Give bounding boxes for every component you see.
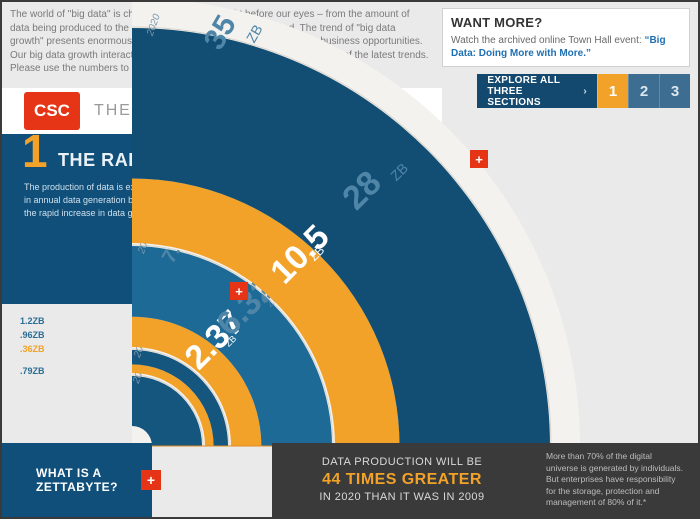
hero-body: The production of data is expanding at a… — [24, 181, 426, 220]
legend-swatch-consumer — [302, 267, 320, 275]
want-more-title: WANT MORE? — [451, 15, 681, 30]
legend-swatch-enterprise — [302, 278, 320, 286]
hero-panel: 1 THE RAPID GROWTH OF GLOBAL DATA The pr… — [2, 134, 442, 304]
explore-label-text: EXPLORE ALL THREE SECTIONS — [487, 75, 577, 108]
svg-text:ZB: ZB — [223, 333, 238, 348]
callout-big: 44 TIMES GREATER — [322, 470, 482, 491]
legend-item-consumer: Consumer Created Data — [302, 266, 412, 275]
footnote: More than 70% of the digital universe is… — [532, 443, 698, 517]
plus-icon[interactable]: + — [230, 282, 248, 300]
svg-text:.36ZB: .36ZB — [20, 344, 45, 354]
svg-text:1.2ZB: 1.2ZB — [20, 316, 45, 326]
section-tab-1[interactable]: 1 — [597, 74, 628, 108]
explore-sections-nav: EXPLORE ALL THREE SECTIONS › 1 2 3 — [477, 74, 690, 108]
plus-icon[interactable]: + — [141, 470, 161, 490]
explore-label: EXPLORE ALL THREE SECTIONS › — [477, 74, 597, 108]
story-title: THE STORY OF BIG DATA — [94, 102, 328, 120]
legend-item-enterprise: Enterprise Created Data — [302, 277, 412, 286]
intro-paragraph: The world of "big data" is changing dram… — [10, 8, 430, 76]
callout-line1: DATA PRODUCTION WILL BE — [322, 455, 482, 469]
chapter-number: 1 — [22, 128, 48, 174]
footnote-text: More than 70% of the digital universe is… — [546, 451, 684, 508]
legend-label-enterprise: Enterprise Created Data — [325, 277, 411, 286]
svg-text:.79ZB: .79ZB — [20, 366, 45, 376]
callout-line2: IN 2020 THAN IT WAS IN 2009 — [319, 490, 484, 504]
want-more-box: WANT MORE? Watch the archived online Tow… — [442, 8, 690, 67]
callout-box: DATA PRODUCTION WILL BE 44 TIMES GREATER… — [272, 443, 532, 517]
svg-text:2.37: 2.37 — [178, 303, 252, 377]
bottom-strip: WHAT IS A ZETTABYTE? + DATA PRODUCTION W… — [2, 443, 698, 517]
zettabyte-box[interactable]: WHAT IS A ZETTABYTE? + — [2, 443, 152, 517]
svg-text:.96ZB: .96ZB — [20, 330, 45, 340]
svg-text:2010: 2010 — [132, 334, 150, 360]
hero-headline: THE RAPID GROWTH OF GLOBAL DATA — [58, 144, 426, 171]
section-tab-3[interactable]: 3 — [659, 74, 690, 108]
want-more-lead: Watch the archived online Town Hall even… — [451, 35, 642, 46]
legend: Consumer Created Data Enterprise Created… — [302, 264, 412, 286]
infographic-frame: The world of "big data" is changing dram… — [0, 0, 700, 519]
chevron-right-icon: › — [583, 86, 587, 97]
plus-icon[interactable]: + — [470, 150, 488, 168]
zetta-line2: ZETTABYTE? — [36, 480, 118, 494]
title-bar: CSC THE STORY OF BIG DATA — [2, 88, 442, 134]
zetta-line1: WHAT IS A — [36, 466, 102, 480]
want-more-body: Watch the archived online Town Hall even… — [451, 34, 681, 60]
section-tab-2[interactable]: 2 — [628, 74, 659, 108]
zettabyte-text: WHAT IS A ZETTABYTE? — [36, 466, 118, 495]
svg-text:2009: 2009 — [131, 360, 149, 386]
legend-label-consumer: Consumer Created Data — [325, 266, 412, 275]
